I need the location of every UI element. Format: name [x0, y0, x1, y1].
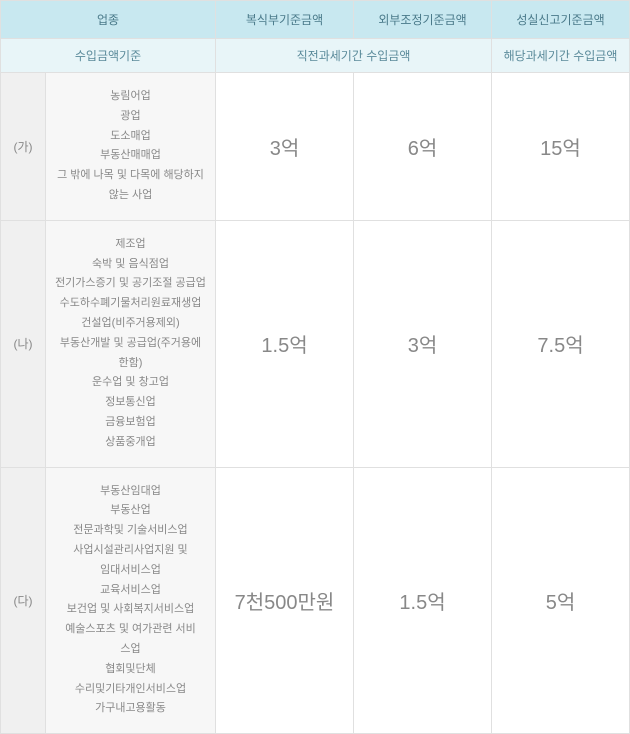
value-cell: 3억 — [216, 73, 354, 221]
category-cell: (다) — [1, 467, 46, 734]
business-line: 협회및단체 — [54, 660, 207, 680]
business-list-cell: 부동산임대업부동산업전문과학및 기술서비스업사업시설관리사업지원 및임대서비스업… — [46, 467, 216, 734]
table: 업종 복식부기준금액 외부조정기준금액 성실신고기준금액 수입금액기준 직전과세… — [0, 0, 630, 734]
business-line: 부동산매매업 — [54, 146, 207, 166]
business-line: 보건업 및 사회복지서비스업 — [54, 600, 207, 620]
business-list-cell: 농림어업광업도소매업부동산매매업그 밖에 나목 및 다목에 해당하지않는 사업 — [46, 73, 216, 221]
business-line: 금융보험업 — [54, 413, 207, 433]
table-row: (가) 농림어업광업도소매업부동산매매업그 밖에 나목 및 다목에 해당하지않는… — [1, 73, 630, 221]
tax-threshold-table: 업종 복식부기준금액 외부조정기준금액 성실신고기준금액 수입금액기준 직전과세… — [0, 0, 630, 734]
business-line: 농림어업 — [54, 87, 207, 107]
business-line: 부동산업 — [54, 501, 207, 521]
business-line: 그 밖에 나목 및 다목에 해당하지 — [54, 166, 207, 186]
header-current-period: 해당과세기간 수입금액 — [492, 39, 630, 73]
business-line: 운수업 및 창고업 — [54, 373, 207, 393]
value-cell: 5억 — [492, 467, 630, 734]
business-line: 가구내고용활동 — [54, 699, 207, 719]
category-cell: (가) — [1, 73, 46, 221]
business-line: 정보통신업 — [54, 393, 207, 413]
value-cell: 3억 — [354, 220, 492, 467]
business-line: 임대서비스업 — [54, 561, 207, 581]
business-line: 상품중개업 — [54, 433, 207, 453]
business-line: 한함) — [54, 354, 207, 374]
business-line: 부동산개발 및 공급업(주거용에 — [54, 334, 207, 354]
business-list-cell: 제조업숙박 및 음식점업전기가스증기 및 공기조절 공급업수도하수폐기물처리원료… — [46, 220, 216, 467]
header-row-1: 업종 복식부기준금액 외부조정기준금액 성실신고기준금액 — [1, 1, 630, 39]
header-row-2: 수입금액기준 직전과세기간 수입금액 해당과세기간 수입금액 — [1, 39, 630, 73]
business-line: 사업시설관리사업지원 및 — [54, 541, 207, 561]
table-row: (나) 제조업숙박 및 음식점업전기가스증기 및 공기조절 공급업수도하수폐기물… — [1, 220, 630, 467]
value-cell: 1.5억 — [354, 467, 492, 734]
header-external-adj: 외부조정기준금액 — [354, 1, 492, 39]
business-line: 스업 — [54, 640, 207, 660]
value-cell: 7.5억 — [492, 220, 630, 467]
business-line: 전기가스증기 및 공기조절 공급업 — [54, 274, 207, 294]
business-line: 부동산임대업 — [54, 482, 207, 502]
value-cell: 6억 — [354, 73, 492, 221]
business-line: 예술스포츠 및 여가관련 서비 — [54, 620, 207, 640]
table-body: (가) 농림어업광업도소매업부동산매매업그 밖에 나목 및 다목에 해당하지않는… — [1, 73, 630, 734]
header-faithful-report: 성실신고기준금액 — [492, 1, 630, 39]
business-line: 제조업 — [54, 235, 207, 255]
header-bookkeeping: 복식부기준금액 — [216, 1, 354, 39]
business-line: 전문과학및 기술서비스업 — [54, 521, 207, 541]
header-prev-period: 직전과세기간 수입금액 — [216, 39, 492, 73]
business-line: 교육서비스업 — [54, 581, 207, 601]
value-cell: 7천500만원 — [216, 467, 354, 734]
business-line: 수리및기타개인서비스업 — [54, 680, 207, 700]
business-line: 광업 — [54, 107, 207, 127]
business-line: 도소매업 — [54, 127, 207, 147]
business-line: 숙박 및 음식점업 — [54, 255, 207, 275]
table-row: (다) 부동산임대업부동산업전문과학및 기술서비스업사업시설관리사업지원 및임대… — [1, 467, 630, 734]
header-business-type: 업종 — [1, 1, 216, 39]
business-line: 수도하수폐기물처리원료재생업 — [54, 294, 207, 314]
value-cell: 15억 — [492, 73, 630, 221]
value-cell: 1.5억 — [216, 220, 354, 467]
category-cell: (나) — [1, 220, 46, 467]
business-line: 않는 사업 — [54, 186, 207, 206]
header-income-criteria: 수입금액기준 — [1, 39, 216, 73]
business-line: 건설업(비주거용제외) — [54, 314, 207, 334]
